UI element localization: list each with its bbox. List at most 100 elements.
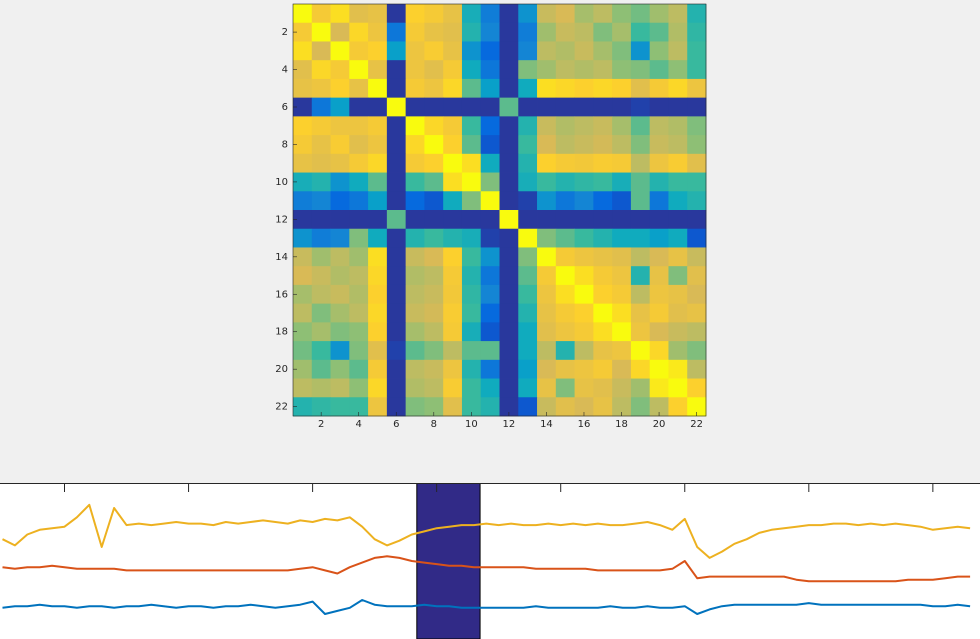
heat-cell — [630, 228, 651, 248]
heat-cell — [405, 116, 425, 136]
heat-cell — [668, 60, 688, 80]
heat-cell — [574, 41, 594, 61]
heat-cell — [687, 153, 707, 173]
heat-cell — [424, 4, 444, 24]
heat-cell — [555, 172, 575, 192]
heat-cell — [518, 135, 538, 155]
heat-cell — [386, 153, 407, 173]
heat-cell — [443, 60, 463, 80]
heat-cell — [480, 228, 500, 248]
heat-cell — [443, 228, 463, 248]
heat-cell — [649, 359, 669, 379]
heat-cell — [668, 22, 688, 42]
heat-cell — [311, 266, 331, 286]
heat-cell — [687, 41, 707, 61]
heat-cell — [630, 322, 651, 342]
heat-cell — [461, 78, 482, 99]
heat-cell — [612, 41, 632, 61]
heat-cell — [593, 191, 613, 211]
heat-cell — [461, 116, 482, 136]
heat-cell — [368, 210, 388, 230]
heat-cell — [555, 284, 575, 305]
heat-cell — [311, 153, 331, 173]
heat-cell — [386, 378, 407, 398]
heat-cell — [593, 210, 613, 230]
heat-cell — [687, 97, 707, 117]
heat-cell — [612, 359, 632, 379]
heat-cell — [649, 60, 669, 80]
heat-cell — [368, 153, 388, 173]
heat-cell — [461, 4, 482, 24]
heat-cell — [668, 284, 688, 305]
heat-cell — [311, 359, 331, 379]
heat-cell — [537, 378, 557, 398]
heat-cell — [311, 78, 331, 99]
heat-cell — [424, 266, 444, 286]
heat-cell — [593, 359, 613, 379]
heat-cell — [293, 41, 313, 61]
heat-cell — [574, 303, 594, 323]
heat-cell — [330, 341, 350, 361]
heat-cell — [612, 397, 632, 417]
heat-cell — [386, 303, 407, 323]
heat-cell — [386, 322, 407, 342]
heat-cell — [405, 247, 425, 267]
heat-cell — [668, 266, 688, 286]
heat-cell — [480, 97, 500, 117]
heat-cell — [612, 266, 632, 286]
y-tick-label: 4 — [282, 65, 288, 76]
heat-cell — [405, 78, 425, 99]
heat-cell — [330, 284, 350, 305]
heat-cell — [555, 116, 575, 136]
x-tick-label: 20 — [653, 419, 666, 430]
heat-cell — [630, 22, 651, 42]
heat-cell — [349, 172, 369, 192]
heat-cell — [593, 60, 613, 80]
heat-cell — [687, 116, 707, 136]
heat-cell — [368, 397, 388, 417]
y-tick-label: 14 — [275, 252, 288, 263]
heat-cell — [349, 322, 369, 342]
heat-cell — [499, 341, 519, 361]
heat-cell — [330, 116, 350, 136]
heat-cell — [630, 210, 651, 230]
heat-cell — [443, 153, 463, 173]
heat-cell — [649, 191, 669, 211]
heat-cell — [630, 247, 651, 267]
heat-cell — [518, 116, 538, 136]
heat-cell — [349, 135, 369, 155]
heat-cell — [687, 397, 707, 417]
heat-cell — [368, 60, 388, 80]
heat-cell — [649, 247, 669, 267]
highlight-span — [416, 483, 481, 639]
heat-cell — [649, 266, 669, 286]
heat-cell — [349, 78, 369, 99]
heat-cell — [630, 4, 651, 24]
heat-cell — [668, 247, 688, 267]
heat-cell — [330, 247, 350, 267]
heat-cell — [649, 78, 669, 99]
heat-cell — [499, 116, 519, 136]
heat-cell — [405, 60, 425, 80]
heat-cell — [349, 210, 369, 230]
heat-cell — [518, 359, 538, 379]
heat-cell — [612, 78, 632, 99]
heat-cell — [499, 60, 519, 80]
heat-cell — [537, 359, 557, 379]
heat-cell — [499, 153, 519, 173]
heat-cell — [368, 228, 388, 248]
heat-cell — [480, 22, 500, 42]
heat-cell — [668, 41, 688, 61]
heat-cell — [687, 22, 707, 42]
heat-cell — [537, 4, 557, 24]
heat-cell — [461, 153, 482, 173]
heat-cell — [386, 135, 407, 155]
heat-cell — [649, 228, 669, 248]
heat-cell — [612, 60, 632, 80]
heat-cell — [687, 378, 707, 398]
heat-cell — [612, 378, 632, 398]
heat-cell — [461, 359, 482, 379]
heat-cell — [574, 135, 594, 155]
heat-cell — [499, 172, 519, 192]
heat-cell — [368, 41, 388, 61]
